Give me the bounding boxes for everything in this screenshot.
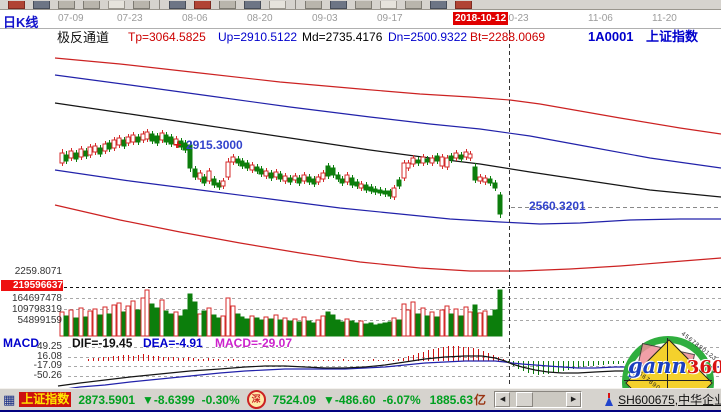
macd-pane-title[interactable]: MACD (3, 336, 39, 350)
scroll-left-icon[interactable]: ◀ (495, 392, 511, 407)
scale-label: 16.08 (36, 351, 62, 362)
toolbar-button-fragment[interactable] (194, 1, 211, 9)
date-tick-label: 07-23 (117, 13, 143, 24)
indicator-name[interactable]: 极反通道 (57, 30, 110, 45)
shenzhen-badge-icon[interactable]: 深 (246, 390, 266, 409)
chart-canvas[interactable] (0, 10, 721, 388)
channel-up-value: Up=2910.5122 (218, 30, 298, 44)
macd-dif-value: DIF=-19.45 (72, 336, 133, 350)
channel-dn-value: Dn=2500.9322 (388, 30, 468, 44)
scale-label: 49.25 (36, 341, 62, 352)
toolbar-button-fragment[interactable] (430, 1, 447, 9)
toolbar-button-fragment[interactable] (83, 1, 100, 9)
date-tick-label: 11-20 (652, 13, 677, 24)
status-bar: ▦ 上证指数 2873.5901 ▼-8.6399 -0.30% 深 7524.… (0, 388, 721, 412)
toolbar-button-fragment[interactable] (33, 1, 50, 9)
toolbar-button-fragment[interactable] (58, 1, 75, 9)
szse-price: 7524.09 (272, 392, 317, 407)
toolbar-button-fragment[interactable] (305, 1, 322, 9)
channel-md-value: Md=2735.4176 (302, 30, 383, 44)
symbol-code[interactable]: 1A0001 (588, 29, 634, 44)
sse-change: ▼-8.6399 (142, 392, 195, 407)
date-tick-label: 09-17 (377, 13, 403, 24)
toolbar-button-fragment[interactable] (169, 1, 186, 9)
scale-label: 2259.8071 (14, 266, 62, 277)
turnover-value: 1885.63 (429, 392, 474, 407)
volume-current-highlight: 219596637 (1, 280, 63, 291)
low-annotation: 2560.3201 (529, 199, 586, 213)
scale-label: 109798319 (11, 304, 62, 315)
szse-change: ▼-486.60 (323, 392, 376, 407)
szse-percent: -6.07% (382, 392, 421, 407)
symbol-name[interactable]: 上证指数 (646, 29, 699, 44)
gann360-logo: 4567890123 2345678901 gann360 (620, 331, 721, 388)
date-tick-label: 11-06 (588, 13, 613, 24)
crosshair-date-badge: 2018-10-12 (453, 12, 509, 25)
scale-label: 54899159 (17, 315, 63, 326)
turnover-unit: 亿 (474, 393, 487, 407)
signal-icon (604, 393, 614, 406)
toolbar-button-fragment[interactable] (405, 1, 422, 9)
toolbar-button-fragment[interactable] (380, 1, 397, 9)
date-tick-label: 08-06 (182, 13, 208, 24)
logo-wordmark: gann360 (628, 353, 721, 378)
scroll-right-icon[interactable]: ▶ (566, 392, 582, 407)
macd-dea-value: DEA=-4.91 (143, 336, 203, 350)
toolbar-button-fragment[interactable] (330, 1, 347, 9)
toolbar-button-fragment[interactable] (108, 1, 125, 9)
toolbar-separator (159, 0, 160, 9)
toolbar-button-fragment[interactable] (455, 1, 472, 9)
high-marker-icon: + (174, 137, 182, 152)
date-tick-label: 09-03 (312, 13, 338, 24)
horizontal-scrollbar[interactable]: ◀ ▶ (494, 391, 583, 408)
channel-tp-value: Tp=3064.5825 (128, 30, 206, 44)
macd-macd-value: MACD=-29.07 (215, 336, 293, 350)
high-annotation: 2915.3000 (186, 138, 243, 152)
toolbar-button-fragment[interactable] (133, 1, 150, 9)
scrollbar-thumb[interactable] (516, 392, 534, 407)
sse-index-badge[interactable]: 上证指数 (19, 392, 72, 407)
toolbar-button-fragment[interactable] (355, 1, 372, 9)
date-tick-label: 07-09 (58, 13, 84, 24)
date-tick-label: 10-23 (503, 13, 529, 24)
toolbar-button-fragment[interactable] (244, 1, 261, 9)
scale-label: -17.09 (33, 360, 62, 371)
toolbar-button-fragment[interactable] (8, 1, 25, 9)
stock-link[interactable]: SH600675,中华企业 (618, 393, 721, 407)
toolbar-separator (295, 0, 296, 9)
channel-bt-value: Bt=2288.0069 (470, 30, 546, 44)
sse-percent: -0.30% (201, 392, 240, 407)
period-label[interactable]: 日K线 (3, 15, 39, 30)
scale-label: 164697478 (11, 293, 62, 304)
scale-label: -50.26 (33, 370, 62, 381)
toolbar-button-fragment[interactable] (269, 1, 286, 9)
date-tick-label: 08-20 (247, 13, 273, 24)
chart-area[interactable]: 日K线 07-09 07-23 08-06 08-20 09-03 09-17 10-23 1… (0, 10, 721, 388)
sse-price: 2873.5901 (78, 392, 136, 407)
toolbar-clipped (0, 0, 721, 10)
toolbar-button-fragment[interactable] (219, 1, 236, 9)
grid-table-icon[interactable]: ▦ (3, 392, 16, 407)
